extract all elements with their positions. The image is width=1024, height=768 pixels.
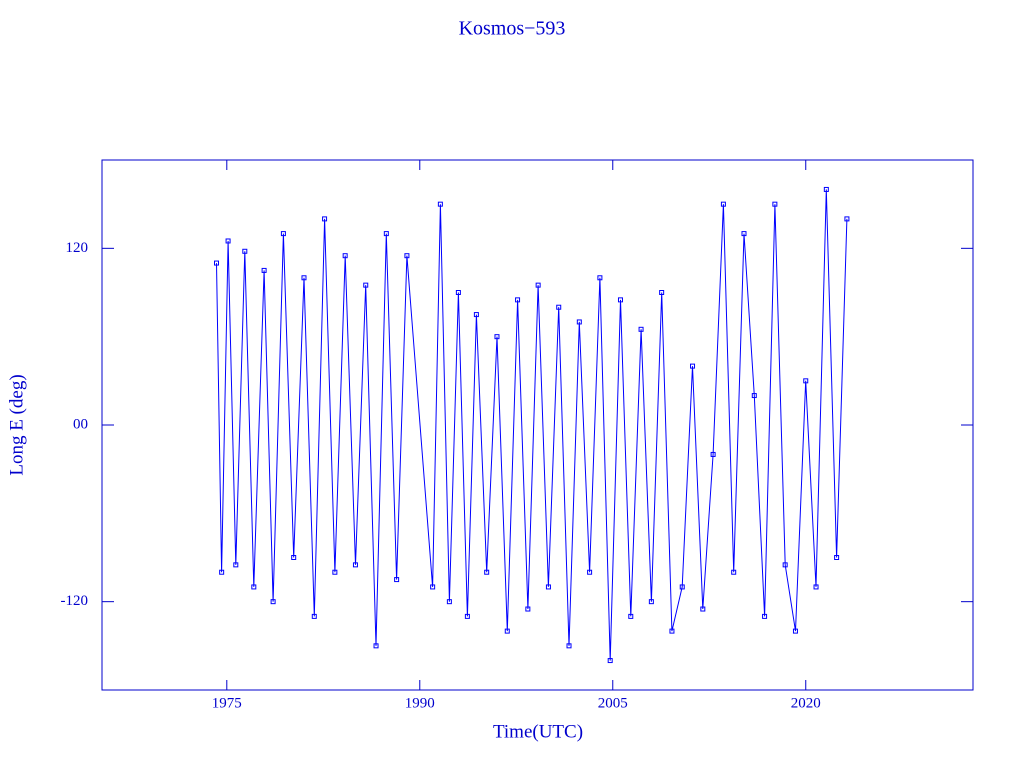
data-point xyxy=(751,393,757,399)
data-point xyxy=(473,312,479,318)
data-point xyxy=(242,248,248,254)
data-point xyxy=(311,613,317,619)
data-point xyxy=(607,658,613,664)
x-tick-label: 2005 xyxy=(598,695,628,711)
data-point xyxy=(659,290,665,295)
data-point xyxy=(352,562,358,568)
data-point xyxy=(455,290,461,295)
chart-title: Kosmos−593 xyxy=(459,18,566,40)
data-point xyxy=(813,584,819,590)
y-tick-label: -120 xyxy=(61,593,89,609)
data-point xyxy=(484,569,490,575)
data-point xyxy=(430,584,436,590)
data-point xyxy=(628,613,634,619)
x-tick-label: 2020 xyxy=(791,695,821,711)
data-point xyxy=(504,628,510,634)
data-point xyxy=(566,643,572,649)
data-point xyxy=(834,555,840,560)
data-point xyxy=(772,201,778,207)
y-axis-label: Long E (deg) xyxy=(6,374,27,475)
y-tick-label: 120 xyxy=(66,240,89,256)
data-point xyxy=(803,378,809,384)
data-line xyxy=(216,189,848,661)
data-point xyxy=(342,253,348,259)
x-tick-label: 1990 xyxy=(405,695,435,711)
x-tick-label: 1975 xyxy=(212,695,242,711)
data-point xyxy=(373,643,379,649)
data-point xyxy=(762,613,768,619)
data-point xyxy=(741,231,747,237)
y-tick-label: 00 xyxy=(73,416,88,432)
data-point xyxy=(669,628,675,634)
data-point xyxy=(556,304,562,310)
data-point xyxy=(301,275,307,281)
data-point xyxy=(690,363,696,369)
data-point xyxy=(214,260,220,266)
x-axis-label: Time(UTC) xyxy=(493,721,583,742)
data-point xyxy=(280,231,286,237)
data-point xyxy=(251,584,257,590)
data-point xyxy=(225,238,231,244)
data-point xyxy=(437,201,443,207)
data-point xyxy=(679,584,685,590)
data-point xyxy=(638,326,644,332)
data-point xyxy=(494,334,500,340)
data-point xyxy=(464,613,470,619)
data-point xyxy=(219,569,225,575)
data-point xyxy=(404,253,410,259)
data-point xyxy=(545,584,551,590)
data-point xyxy=(648,599,654,605)
data-point xyxy=(233,562,239,568)
data-point xyxy=(731,569,737,575)
data-point xyxy=(844,216,850,222)
data-point xyxy=(383,231,389,237)
data-point xyxy=(446,599,452,605)
data-point xyxy=(782,562,788,568)
data-point xyxy=(270,599,276,605)
data-point xyxy=(823,186,829,192)
data-point xyxy=(720,201,726,207)
data-point xyxy=(792,628,798,634)
data-point xyxy=(700,606,706,612)
data-point xyxy=(394,577,400,583)
data-point xyxy=(261,267,267,273)
data-point xyxy=(515,297,521,303)
data-point xyxy=(576,319,582,325)
data-point xyxy=(525,606,531,612)
data-point xyxy=(597,275,603,281)
data-point xyxy=(617,297,623,303)
data-point xyxy=(322,216,328,222)
data-point xyxy=(363,282,369,288)
data-point xyxy=(587,569,593,575)
data-point xyxy=(291,555,297,560)
data-point xyxy=(535,282,541,288)
data-point xyxy=(332,569,338,575)
data-point xyxy=(710,451,716,457)
